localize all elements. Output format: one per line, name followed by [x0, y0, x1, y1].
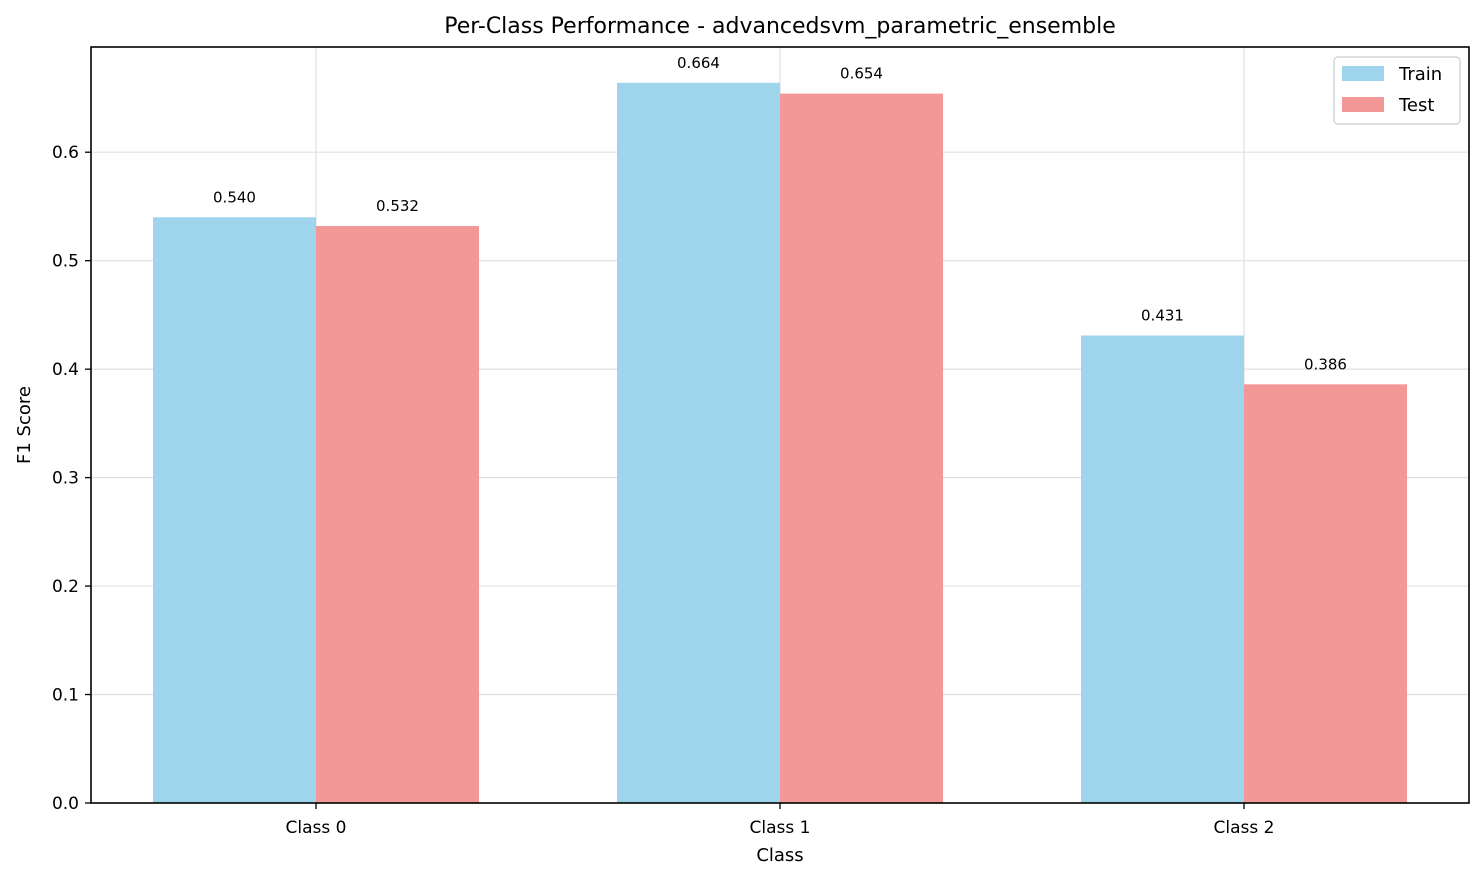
- x-tick-label: Class 1: [750, 818, 811, 838]
- y-tick-label: 0.6: [52, 143, 79, 163]
- legend-label-test: Test: [1398, 95, 1434, 116]
- y-axis-label: F1 Score: [14, 386, 35, 464]
- x-axis-label: Class: [756, 845, 803, 866]
- y-tick-label: 0.0: [52, 794, 79, 814]
- chart-title: Per-Class Performance - advancedsvm_para…: [444, 14, 1116, 39]
- y-tick-label: 0.1: [52, 686, 79, 706]
- data-labels: 0.540 0.664 0.431 0.532 0.654 0.386: [213, 54, 1347, 374]
- data-label: 0.532: [376, 197, 419, 215]
- y-tick-label: 0.5: [52, 252, 79, 272]
- legend-swatch-test: [1342, 97, 1384, 112]
- legend-swatch-train: [1342, 66, 1384, 81]
- data-label: 0.431: [1141, 307, 1184, 325]
- bar-test-0: [316, 225, 479, 804]
- bar-train-2: [1081, 335, 1244, 803]
- legend-label-train: Train: [1398, 64, 1442, 85]
- data-label: 0.664: [677, 54, 720, 72]
- y-axis: 0.0 0.1 0.2 0.3 0.4 0.5 0.6: [52, 143, 91, 814]
- x-axis: Class 0 Class 1 Class 2: [286, 803, 1275, 838]
- x-tick-label: Class 2: [1214, 818, 1275, 838]
- bar-test-2: [1244, 384, 1407, 803]
- bar-train-1: [617, 82, 780, 804]
- y-tick-label: 0.2: [52, 577, 79, 597]
- bar-train-0: [153, 217, 316, 804]
- data-label: 0.386: [1304, 355, 1347, 373]
- bar-test-1: [780, 93, 943, 803]
- y-tick-label: 0.3: [52, 469, 79, 489]
- bars: [153, 82, 1407, 804]
- y-tick-label: 0.4: [52, 360, 79, 380]
- data-label: 0.654: [840, 65, 883, 83]
- x-tick-label: Class 0: [286, 818, 347, 838]
- legend: Train Test: [1333, 56, 1461, 125]
- data-label: 0.540: [213, 188, 256, 206]
